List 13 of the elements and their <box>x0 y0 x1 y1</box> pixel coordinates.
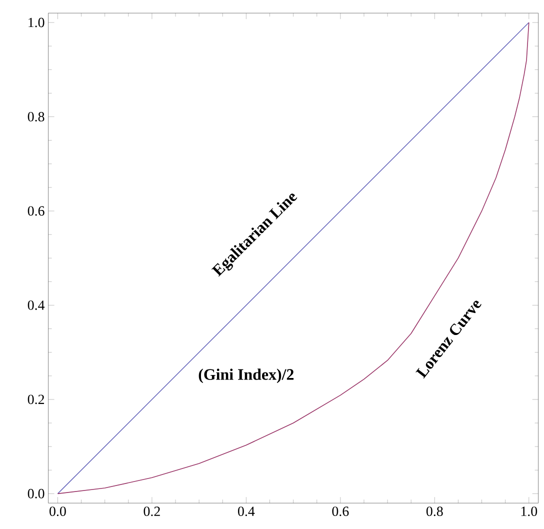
y-tick-label: 0.6 <box>28 206 44 216</box>
y-tick-label: 1.0 <box>28 18 44 28</box>
y-tick-label: 0.2 <box>28 394 44 404</box>
annotation: (Gini Index)/2 <box>198 368 294 384</box>
y-tick-label: 0.4 <box>28 300 45 310</box>
y-tick-label: 0.0 <box>28 488 44 498</box>
x-tick-label: 0.8 <box>426 506 443 516</box>
y-tick-label: 0.8 <box>28 112 44 122</box>
x-tick-label: 1.0 <box>521 506 538 516</box>
x-tick-label: 0.4 <box>238 506 255 516</box>
x-tick-label: 0.2 <box>144 506 160 516</box>
x-tick-label: 0.6 <box>332 506 349 516</box>
x-tick-label: 0.0 <box>50 506 66 516</box>
